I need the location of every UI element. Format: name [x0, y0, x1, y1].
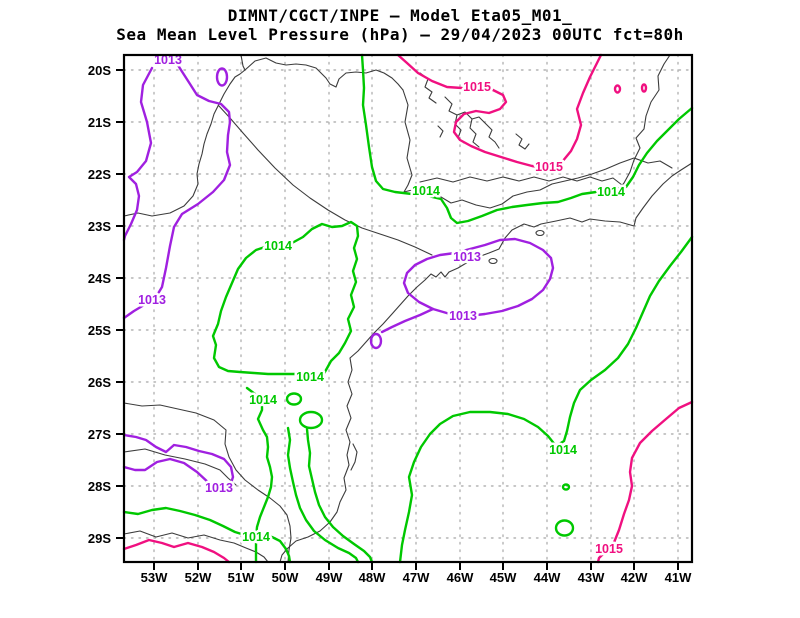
isobar-1015-layer [122, 53, 694, 564]
lake-small [515, 133, 530, 150]
lon-label-53w: 53W [141, 570, 168, 585]
isobar-1015-southwest [122, 538, 231, 564]
lake-branch [469, 118, 480, 148]
coastline [279, 162, 693, 563]
isobar-1014-closed-oval [561, 483, 571, 491]
geography-layer [123, 54, 693, 563]
island-santa-catarina [350, 443, 358, 471]
lon-label-51w: 51W [228, 570, 255, 585]
lake-furnas-main [444, 96, 500, 149]
isobar-1014-layer [122, 53, 694, 564]
isobar-1014-closed-oval [285, 392, 303, 406]
isobar-1014-west-loop [211, 220, 360, 379]
lon-label-41w: 41W [665, 570, 692, 585]
lat-label-21s: 21S [88, 115, 111, 130]
isobar-1015-dot [613, 84, 622, 94]
state-border-north-south [402, 89, 413, 193]
isobar-1015-dot [640, 83, 648, 93]
lon-label-43w: 43W [578, 570, 605, 585]
contour-label-1015: 1015 [595, 542, 623, 556]
isobar-1013-closed-oval [369, 332, 383, 350]
river-rio-grande [244, 57, 404, 91]
lake-small [437, 125, 444, 138]
isobar-1013-coastal-loop [402, 237, 555, 318]
contour-label-1014: 1014 [264, 239, 292, 253]
contour-label-1013: 1013 [205, 481, 233, 495]
contour-label-1014: 1014 [296, 370, 324, 384]
contour-label-1015: 1015 [463, 80, 491, 94]
isobar-1014-north [360, 53, 694, 225]
contour-label-1014: 1014 [597, 185, 625, 199]
isobar-1014-east [398, 235, 694, 564]
axis-tick-marks [116, 69, 679, 570]
lon-label-46w: 46W [447, 570, 474, 585]
contour-label-1014: 1014 [249, 393, 277, 407]
isobar-1015-north [396, 53, 603, 170]
lon-label-49w: 49W [316, 570, 343, 585]
isobar-1013-southwest-hairpin [122, 433, 235, 494]
lat-label-28s: 28S [88, 479, 111, 494]
contour-label-1013: 1013 [453, 250, 481, 264]
island-outline [535, 229, 545, 237]
lat-label-27s: 27S [88, 427, 111, 442]
lon-label-48w: 48W [359, 570, 386, 585]
isobar-1014-southwest [122, 506, 292, 564]
contour-label-1014: 1014 [549, 443, 577, 457]
state-border-diagonal-upper [123, 402, 292, 563]
contour-label-1014: 1014 [242, 530, 270, 544]
lon-label-44w: 44W [534, 570, 561, 585]
lon-label-52w: 52W [185, 570, 212, 585]
river-tiete [218, 105, 433, 256]
state-border-mg-sp [403, 157, 673, 209]
lon-label-50w: 50W [272, 570, 299, 585]
isobar-1013-northwest-main [122, 53, 232, 320]
map-title-line1: DIMNT/CGCT/INPE – Model Eta05_M01_ [228, 6, 573, 25]
river-parana [123, 54, 246, 217]
lon-label-42w: 42W [621, 570, 648, 585]
lat-label-20s: 20S [88, 63, 111, 78]
isobar-1015-southeast [596, 400, 694, 564]
contour-labels-layer: 1013 1013 1013 1013 1013 1014 1014 1014 … [136, 51, 628, 559]
isobar-1014-closed-oval [298, 410, 324, 430]
isobar-1014-south-strand-1 [286, 426, 360, 564]
lat-label-23s: 23S [88, 219, 111, 234]
river-paraiba [419, 176, 623, 186]
map-frame [122, 53, 694, 564]
contour-label-1013: 1013 [138, 293, 166, 307]
isobar-1014-south-strand-2 [305, 427, 374, 564]
latitude-axis: 20S 21S 22S 23S 24S 25S 26S 27S 28S 29S [88, 63, 111, 546]
isobar-1013-coastal-tail [380, 307, 435, 334]
lat-label-29s: 29S [88, 531, 111, 546]
lat-label-24s: 24S [88, 271, 111, 286]
isobar-1014-west-strand [245, 386, 274, 564]
isobar-1013-closed-oval [215, 67, 229, 87]
lon-label-45w: 45W [490, 570, 517, 585]
lat-label-22s: 22S [88, 167, 111, 182]
lat-label-26s: 26S [88, 375, 111, 390]
contour-label-1015: 1015 [535, 160, 563, 174]
isobar-1014-closed-oval [554, 519, 575, 537]
lon-label-47w: 47W [403, 570, 430, 585]
isobar-1013-layer [122, 53, 555, 494]
island-outline [488, 257, 498, 265]
state-border-rs [123, 530, 269, 563]
contour-label-1013: 1013 [449, 309, 477, 323]
isobar-1013-northwest-strand [122, 66, 154, 242]
longitude-axis: 53W 52W 51W 50W 49W 48W 47W 46W 45W 44W … [141, 570, 692, 585]
map-title-line2: Sea Mean Level Pressure (hPa) – 29/04/20… [116, 25, 683, 44]
river-diagonal-lower [123, 448, 237, 486]
lat-label-25s: 25S [88, 323, 111, 338]
contour-label-1014: 1014 [412, 184, 440, 198]
state-border-mg-es [617, 54, 671, 191]
